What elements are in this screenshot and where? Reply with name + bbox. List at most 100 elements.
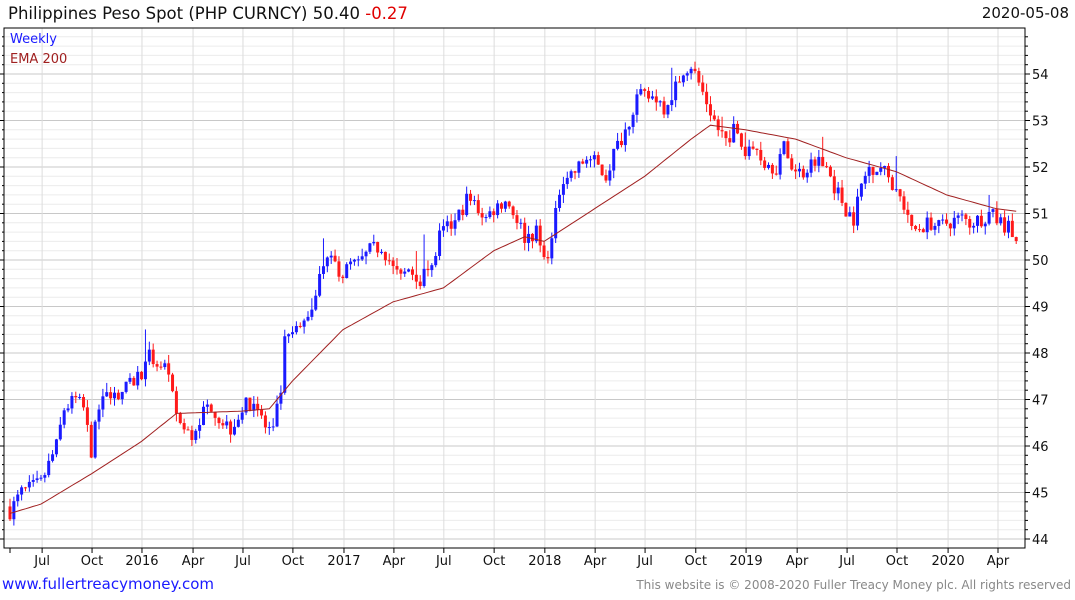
candle-body: [693, 68, 697, 72]
candle-body: [321, 266, 325, 274]
candle-body: [728, 138, 732, 143]
candle-body: [616, 140, 620, 149]
candle-body: [647, 90, 651, 99]
x-tick-label: Apr: [786, 554, 809, 569]
candle-body: [236, 419, 240, 427]
candles: [8, 61, 1018, 526]
legend-ema: EMA 200: [10, 52, 68, 67]
candle-body: [515, 215, 519, 224]
y-tick-label: 47: [1032, 394, 1049, 409]
candle-body: [550, 238, 554, 259]
candle-body: [182, 423, 186, 430]
candle-body: [74, 395, 78, 398]
candle-body: [275, 403, 279, 427]
candle-body: [786, 141, 790, 159]
candle-body: [813, 159, 817, 166]
candle-body: [174, 391, 178, 414]
candle-body: [252, 403, 256, 411]
candle-body: [325, 257, 329, 267]
candle-body: [759, 149, 763, 161]
candle-body: [488, 211, 492, 218]
candle-body: [209, 404, 213, 412]
candle-body: [917, 229, 921, 231]
candle-body: [35, 478, 39, 481]
candle-body: [724, 131, 728, 139]
candle-body: [902, 196, 906, 210]
candle-body: [465, 193, 469, 216]
candle-body: [368, 243, 372, 252]
x-tick-label: Apr: [987, 554, 1010, 569]
candle-body: [132, 377, 136, 386]
candle-body: [422, 268, 426, 287]
candle-body: [484, 217, 488, 219]
candle-body: [805, 172, 809, 178]
candle-body: [194, 430, 198, 440]
candle-body: [801, 168, 805, 178]
candle-body: [136, 371, 140, 386]
candle-body: [221, 423, 225, 426]
candle-body: [538, 225, 542, 246]
candle-body: [109, 392, 113, 399]
candle-body: [85, 407, 89, 425]
candle-body: [229, 421, 233, 435]
candle-body: [225, 421, 229, 426]
candle-body: [836, 187, 840, 194]
candle-body: [62, 410, 66, 425]
candle-body: [178, 413, 182, 424]
candle-body: [542, 245, 546, 258]
candle-body: [705, 91, 709, 105]
candle-body: [983, 223, 987, 227]
candle-body: [364, 251, 368, 257]
candle-body: [619, 140, 623, 146]
candle-body: [600, 164, 604, 176]
candle-body: [376, 241, 380, 253]
candle-body: [755, 148, 759, 150]
candle-body: [968, 219, 972, 228]
candle-body: [914, 225, 918, 230]
candle-body: [12, 501, 16, 520]
candle-body: [925, 217, 929, 233]
candle-body: [213, 411, 217, 418]
x-tick-label: Oct: [886, 554, 908, 569]
candle-body: [933, 225, 937, 230]
candle-body: [418, 281, 422, 287]
axes: 44 45 46 47 48 49 50 51 52 53 54 Jul Oct 2016 Apr Jul Oc…: [0, 36, 1049, 569]
candle-body: [345, 264, 349, 279]
candle-body: [681, 75, 685, 83]
candle-body: [879, 167, 883, 172]
candle-body: [51, 454, 55, 461]
candle-body: [639, 89, 643, 95]
candle-body: [302, 320, 306, 327]
candle-body: [414, 274, 418, 282]
candle-body: [306, 316, 310, 321]
candle-body: [662, 101, 666, 115]
site-link[interactable]: www.fullertreacymoney.com: [2, 575, 215, 593]
candle-body: [329, 255, 333, 258]
candle-body: [527, 233, 531, 243]
chart-title: Philippines Peso Spot (PHP CURNCY) 50.40…: [8, 4, 408, 23]
candle-body: [782, 141, 786, 155]
candle-body: [271, 426, 275, 428]
candle-body: [964, 214, 968, 220]
candle-body: [82, 396, 86, 408]
candle-body: [97, 409, 101, 422]
candle-body: [116, 392, 120, 400]
candle-body: [31, 480, 35, 482]
candle-body: [356, 259, 360, 261]
candle-body: [469, 193, 473, 201]
y-tick-label: 44: [1032, 533, 1049, 548]
candle-body: [565, 177, 569, 185]
candle-body: [979, 215, 983, 227]
candle-body: [767, 164, 771, 168]
candle-body: [279, 392, 283, 404]
ema-line-group: [9, 124, 1017, 514]
candle-body: [863, 175, 867, 184]
candle-body: [821, 156, 825, 167]
candle-body: [774, 173, 778, 175]
candle-body: [480, 213, 484, 218]
candle-body: [8, 506, 12, 520]
y-tick-label: 49: [1032, 301, 1049, 316]
candle-body: [589, 159, 592, 161]
candle-body: [434, 255, 438, 266]
